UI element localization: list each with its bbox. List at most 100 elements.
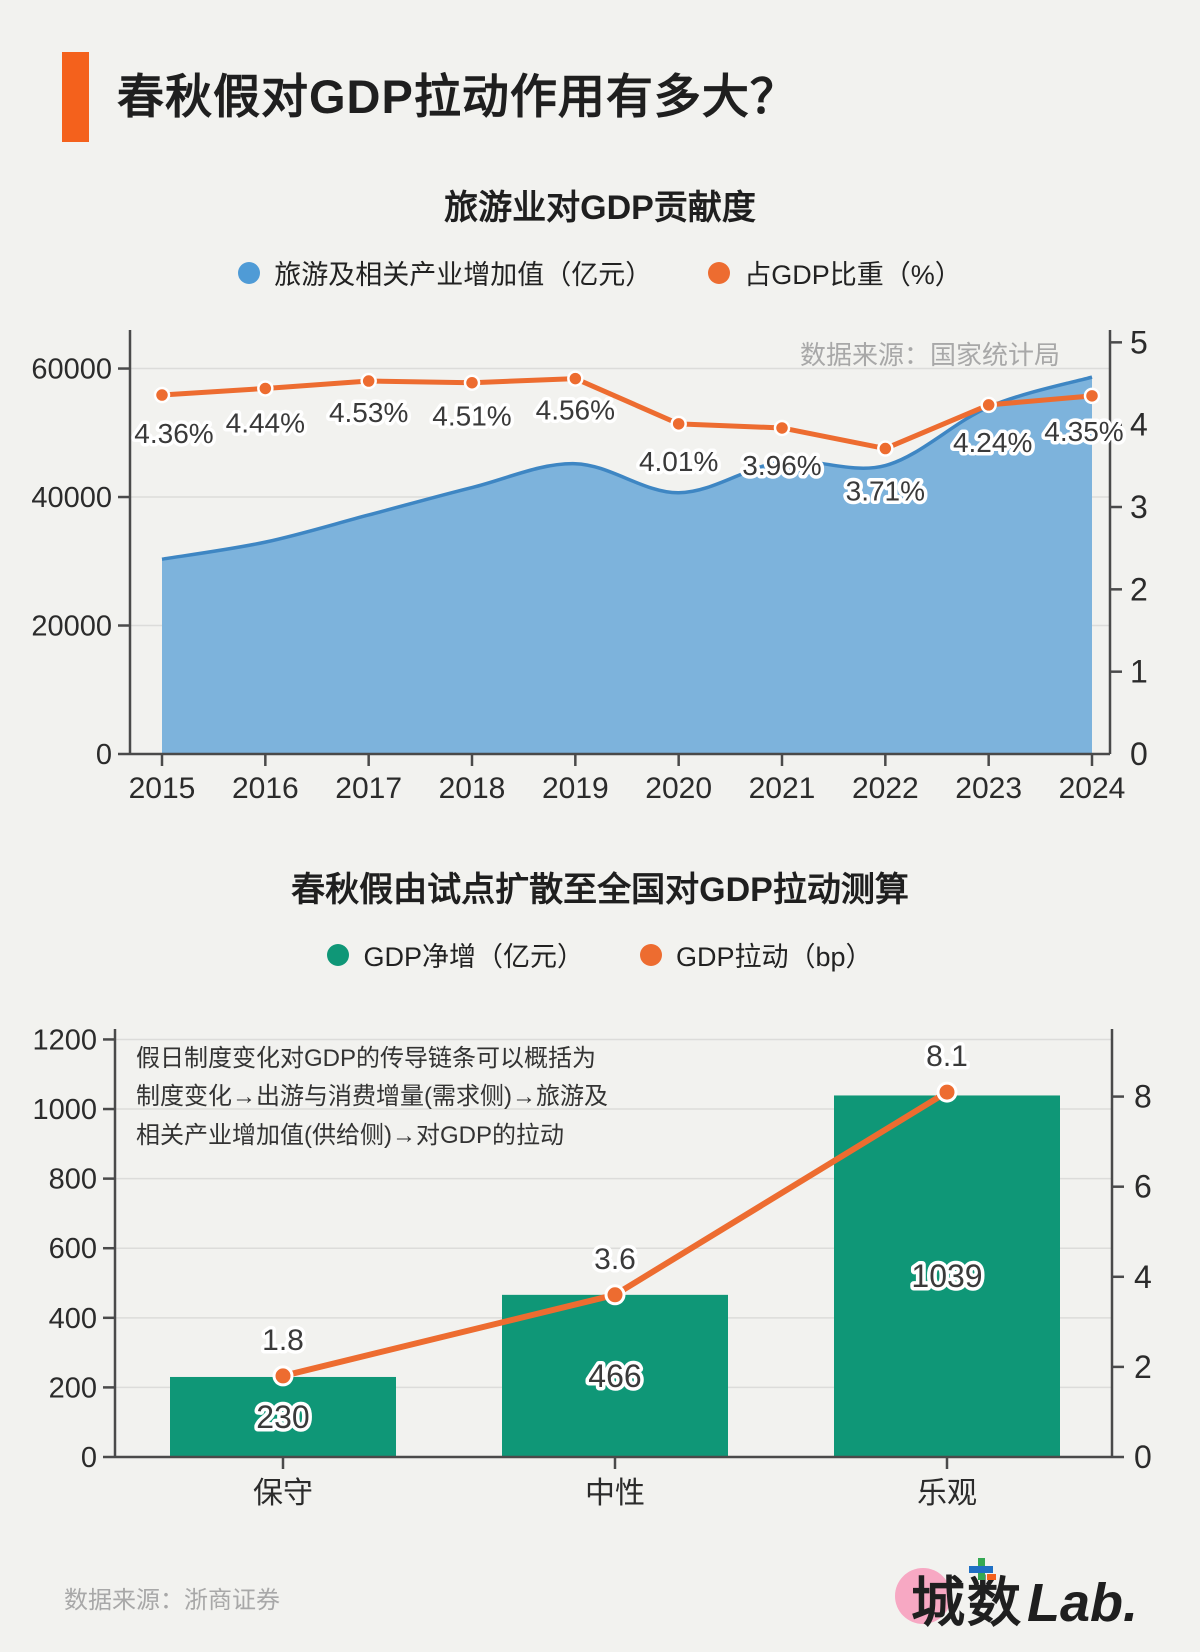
right-axis-tick-label: 4: [1134, 1259, 1152, 1295]
year-label: 2015: [129, 772, 196, 805]
scenario-label: 保守: [253, 1477, 313, 1510]
legend-label: GDP净增（亿元）: [363, 942, 584, 972]
left-axis-tick-label: 0: [96, 739, 112, 771]
legend-label: 旅游及相关产业增加值（亿元）: [274, 260, 653, 290]
left-axis-tick-label: 400: [49, 1303, 97, 1335]
gdp-pull-value-label: 1.8: [262, 1324, 304, 1357]
gdp-share-point: [980, 396, 997, 414]
gdp-share-value-label: 4.24%: [953, 427, 1032, 458]
title-accent-bar: [62, 52, 89, 142]
gdp-share-value-label: 4.01%: [639, 446, 718, 477]
year-label: 2017: [335, 772, 402, 805]
tourism-value-area: [162, 377, 1092, 754]
legend-label: 占GDP比重（%）: [744, 260, 962, 290]
left-axis-tick-label: 40000: [31, 482, 112, 514]
left-axis-tick-label: 20000: [31, 611, 112, 643]
left-axis-tick-label: 200: [49, 1372, 97, 1404]
gdp-share-value-label: 4.53%: [329, 397, 408, 428]
chart2-title: 春秋假由试点扩散至全国对GDP拉动测算: [291, 871, 909, 909]
logo-color-accent-icon: [968, 1558, 999, 1584]
holiday-gdp-scenarios-chart: 230 466 1039 0 200 400 600 800 1000 1200 0 2 4 6 8 保守 中性…: [32, 1024, 1152, 1510]
year-label: 2018: [439, 772, 506, 805]
gdp-share-value-label: 3.96%: [742, 450, 821, 481]
legend-item-gdp-share: 占GDP比重（%）: [708, 253, 962, 292]
chart1-source-note: 数据来源：国家统计局: [800, 340, 1060, 370]
scenario-bar: [834, 1095, 1060, 1457]
left-axis-tick-label: 800: [49, 1164, 97, 1196]
right-axis-tick-label: 0: [1134, 1439, 1152, 1475]
right-axis-tick-label: 3: [1130, 489, 1148, 525]
page-title: 春秋假对GDP拉动作用有多大？: [117, 70, 798, 123]
gdp-share-point: [670, 415, 687, 433]
gdp-share-point: [463, 374, 481, 391]
bar-value-label: 466: [588, 1358, 641, 1394]
gdp-share-point: [360, 372, 377, 390]
left-axis-tick-label: 1200: [32, 1024, 97, 1056]
scenario-label: 中性: [585, 1477, 645, 1510]
bar-value-label: 230: [256, 1399, 309, 1435]
left-axis-tick-label: 60000: [31, 354, 112, 386]
right-axis-tick-label: 2: [1134, 1349, 1152, 1385]
gdp-share-value-label: 4.51%: [432, 401, 511, 432]
year-label: 2022: [852, 772, 919, 805]
logo-en-text: Lab.: [1026, 1573, 1138, 1633]
chart1-title: 旅游业对GDP贡献度: [444, 189, 756, 227]
legend-item-gdp-net-increase: GDP净增（亿元）: [327, 935, 584, 974]
gdp-share-value-label: 4.56%: [536, 395, 615, 426]
right-axis-tick-label: 8: [1134, 1079, 1152, 1115]
brand-logo: 城数 Lab.: [894, 1558, 1138, 1637]
legend-item-tourism-value: 旅游及相关产业增加值（亿元）: [238, 253, 652, 292]
year-label: 2024: [1059, 772, 1126, 805]
scenario-bar: [502, 1294, 728, 1457]
right-axis-tick-label: 2: [1130, 571, 1148, 607]
gdp-share-point: [877, 440, 894, 457]
gdp-share-value-label: 3.71%: [846, 476, 925, 507]
transmission-chain-annotation: 假日制度变化对GDP的传导链条可以概括为 制度变化→出游与消费增量(需求侧)→旅…: [136, 1045, 608, 1149]
logo-cn-text: 城数: [910, 1573, 1023, 1633]
gdp-share-point: [1083, 387, 1101, 405]
chart2-legend: GDP净增（亿元） GDP拉动（bp）: [0, 935, 1200, 974]
gdp-share-point: [773, 419, 791, 437]
right-axis-tick-label: 4: [1130, 407, 1148, 443]
gdp-share-point: [153, 386, 171, 404]
blue-dot-icon: [238, 261, 261, 284]
gdp-share-value-label: 4.35%: [1044, 416, 1123, 447]
chart1-wrap: 0 20000 40000 60000 0 1 2 3 4 5 2015 2016 2017 2018 20…: [0, 302, 1200, 822]
year-label: 2021: [749, 772, 816, 805]
right-axis-tick-label: 5: [1130, 324, 1148, 360]
gdp-share-point: [567, 370, 584, 387]
gdp-pull-point: [936, 1081, 958, 1103]
chart1-legend: 旅游及相关产业增加值（亿元） 占GDP比重（%）: [0, 253, 1200, 292]
tourism-value-area-edge: [161, 375, 1093, 561]
year-label: 2023: [955, 772, 1022, 805]
gdp-share-line: [161, 376, 1093, 452]
legend-item-gdp-pull: GDP拉动（bp）: [639, 935, 873, 974]
tourism-gdp-contribution-chart: 0 20000 40000 60000 0 1 2 3 4 5 2015 2016 2017 2018 20…: [31, 324, 1148, 805]
right-axis-tick-label: 1: [1130, 654, 1148, 690]
right-axis-tick-label: 6: [1134, 1169, 1152, 1205]
year-label: 2016: [232, 772, 299, 805]
green-dot-icon: [327, 943, 350, 966]
gdp-pull-value-label: 3.6: [594, 1243, 636, 1276]
left-axis-tick-label: 600: [49, 1233, 97, 1265]
page-footer: 数据来源：浙商证券 城数 Lab.: [64, 1558, 1138, 1637]
chart2-wrap: 230 466 1039 0 200 400 600 800 1000 1200 0 2 4 6 8 保守 中性…: [0, 984, 1200, 1544]
legend-label: GDP拉动（bp）: [675, 942, 873, 972]
left-axis-tick-label: 1000: [32, 1094, 97, 1126]
orange-dot-icon: [639, 943, 662, 966]
gdp-share-point: [257, 380, 274, 397]
scenario-label: 乐观: [917, 1477, 977, 1510]
gdp-share-value-label: 4.44%: [226, 407, 305, 438]
year-label: 2019: [542, 772, 609, 805]
left-axis-tick-label: 0: [81, 1442, 97, 1474]
gdp-pull-point: [604, 1284, 626, 1306]
orange-dot-icon: [708, 261, 731, 284]
right-axis-tick-label: 0: [1130, 736, 1148, 772]
gdp-pull-point: [272, 1365, 294, 1387]
footer-source-note: 数据来源：浙商证券: [64, 1587, 280, 1614]
year-label: 2020: [645, 772, 712, 805]
gdp-share-value-label: 4.36%: [134, 418, 213, 449]
page-header: 春秋假对GDP拉动作用有多大？: [62, 52, 1140, 142]
bar-value-label: 1039: [911, 1258, 982, 1294]
gdp-pull-value-label: 8.1: [926, 1040, 968, 1073]
